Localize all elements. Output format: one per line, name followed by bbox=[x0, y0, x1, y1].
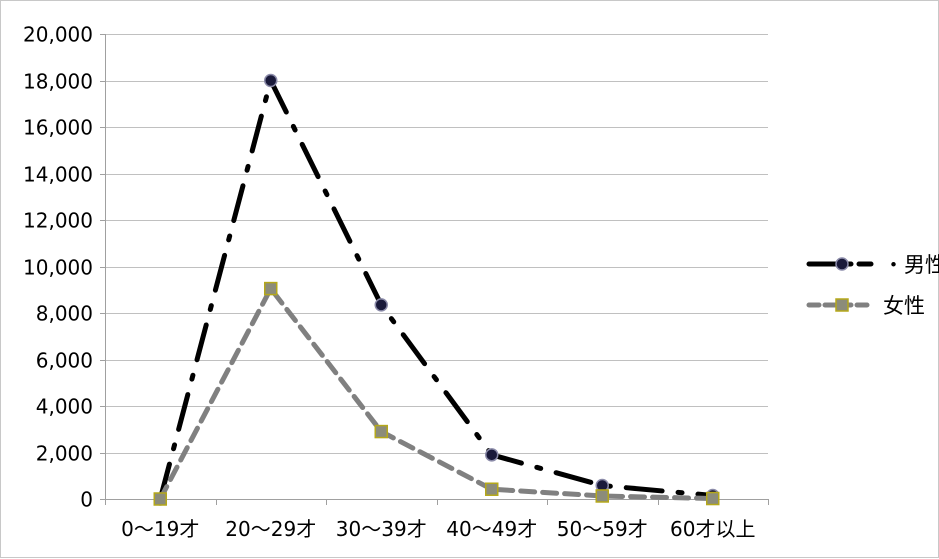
y-tick-label: 16,000 bbox=[23, 116, 93, 140]
data-point-1 bbox=[486, 483, 498, 495]
x-tick-label: 50～59才 bbox=[557, 517, 648, 541]
series-lines bbox=[160, 81, 713, 500]
data-point-1 bbox=[707, 493, 719, 505]
x-tick-label: 30～39才 bbox=[336, 517, 427, 541]
data-point-1 bbox=[265, 283, 277, 295]
x-tick-label: 40～49才 bbox=[446, 517, 537, 541]
y-tick-label: 18,000 bbox=[23, 70, 93, 94]
legend-item-0: ・男性 bbox=[809, 253, 939, 277]
data-point-0 bbox=[486, 449, 498, 461]
y-tick-label: 14,000 bbox=[23, 163, 93, 187]
data-point-0 bbox=[265, 75, 277, 87]
data-point-1 bbox=[154, 493, 166, 505]
y-tick-label: 20,000 bbox=[23, 23, 93, 47]
x-tick-label: 60才以上 bbox=[670, 517, 755, 541]
y-tick-label: 2,000 bbox=[36, 442, 93, 466]
y-tick-label: 12,000 bbox=[23, 209, 93, 233]
legend-item-1: 女性 bbox=[809, 294, 925, 318]
y-tick-label: 6,000 bbox=[36, 349, 93, 373]
data-point-0 bbox=[375, 299, 387, 311]
series-line-0 bbox=[160, 81, 713, 500]
legend-swatch-marker bbox=[836, 299, 848, 311]
y-tick-labels: 0 2,000 4,000 6,000 8,000 10,000 12,000 14,000 1… bbox=[23, 23, 93, 512]
data-point-1 bbox=[375, 426, 387, 438]
axes bbox=[100, 34, 769, 505]
series-markers bbox=[154, 75, 719, 506]
legend-swatch-marker bbox=[836, 258, 848, 270]
data-point-1 bbox=[596, 490, 608, 502]
y-tick-label: 4,000 bbox=[36, 395, 93, 419]
legend-label: ・男性 bbox=[883, 253, 939, 277]
y-tick-label: 0 bbox=[80, 488, 93, 512]
series-line-1 bbox=[160, 289, 713, 499]
x-tick-label: 0～19才 bbox=[121, 517, 199, 541]
legend-label: 女性 bbox=[883, 294, 925, 318]
x-tick-labels: 0～19才 20～29才 30～39才 40～49才 50～59才 60才以上 bbox=[121, 517, 755, 541]
x-tick-label: 20～29才 bbox=[225, 517, 316, 541]
y-tick-label: 8,000 bbox=[36, 302, 93, 326]
y-tick-label: 10,000 bbox=[23, 256, 93, 280]
gridlines bbox=[105, 35, 768, 454]
